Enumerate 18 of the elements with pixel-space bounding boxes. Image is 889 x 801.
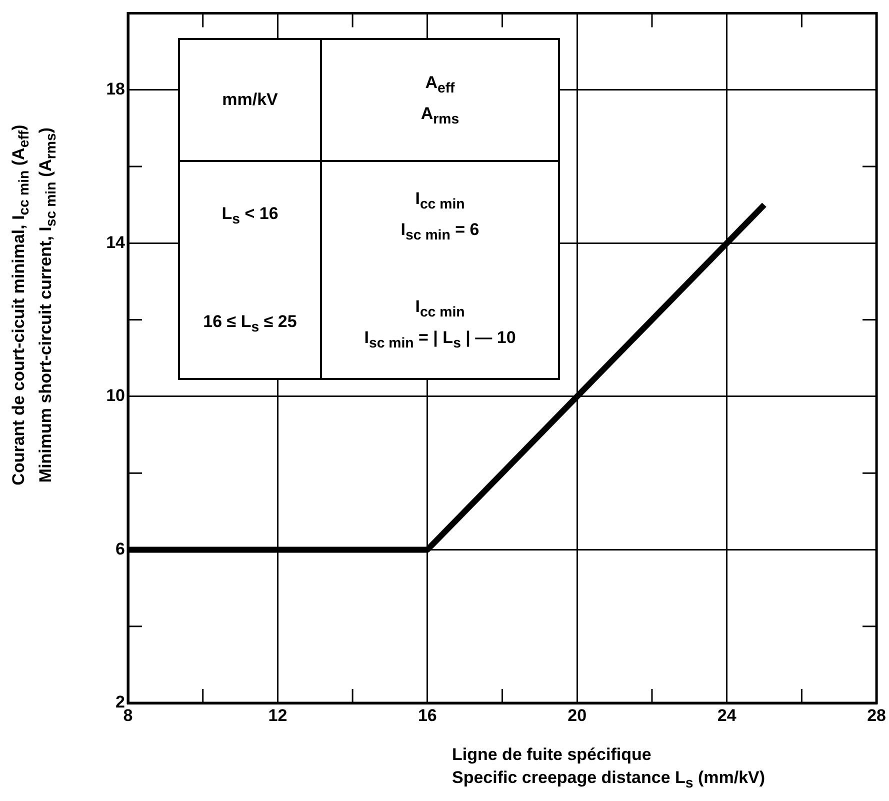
y-tick-label: 10 [106, 386, 125, 406]
x-tick-label: 28 [867, 706, 886, 725]
y-tick-label: 6 [116, 539, 125, 558]
annotation: mm/kV [222, 89, 278, 112]
annotation: I$_{cc min}$ I$_{sc min}$ = 6 [400, 188, 480, 246]
annotation: 16 ≤ L$_{s}$ ≤ 25 [203, 311, 297, 338]
x-tick-label: 8 [123, 706, 133, 725]
y-tick-label: 18 [106, 80, 125, 99]
x-tick-label: 20 [568, 706, 587, 725]
x-tick-label: 16 [418, 706, 437, 725]
x-tick-label: 12 [268, 706, 288, 725]
x-axis-title: Ligne de fuite spécifique Specific creepage distance L$_{s}$ (mm/kV) [452, 744, 766, 794]
y-tick-label: 14 [106, 232, 126, 252]
annotation: L$_{s}$ < 16 [222, 203, 278, 230]
x-tick-label: 24 [717, 706, 737, 725]
text: I$_{cc min}$ I$_{sc min}$ = | L$_{s}$ | — 10 [364, 296, 516, 352]
annotation: A$_{eff}$ A$_{rms}$ [420, 72, 460, 130]
y-tick-label: 2 [116, 692, 125, 712]
